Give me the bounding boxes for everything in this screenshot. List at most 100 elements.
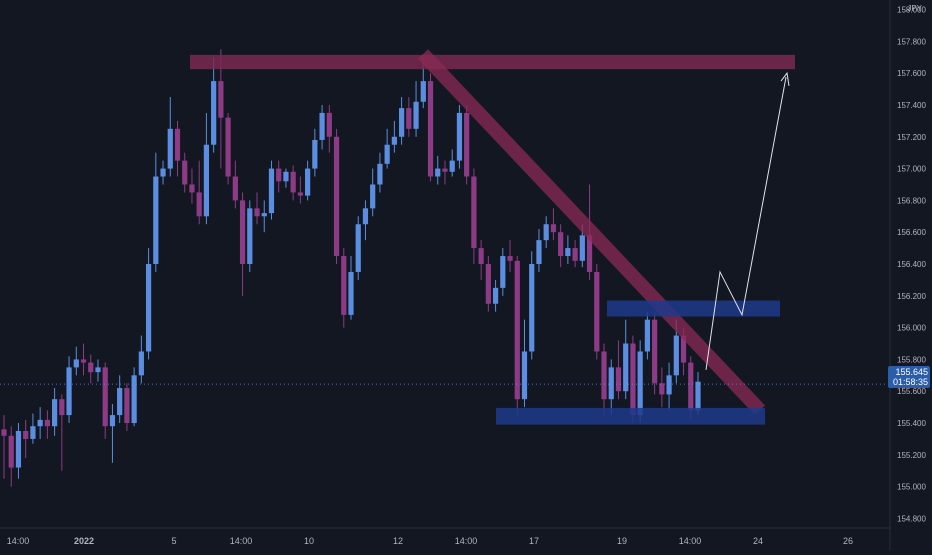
y-tick-label: 156.600 — [897, 228, 926, 237]
candle-body — [615, 367, 622, 392]
candle-body — [586, 235, 593, 272]
candle-body — [297, 192, 303, 196]
candle-body — [203, 144, 210, 217]
candle-body — [550, 224, 557, 233]
candle-body — [109, 415, 116, 427]
supply-zone — [607, 300, 780, 317]
y-tick-label: 156.800 — [897, 196, 926, 205]
candle-body — [652, 319, 658, 384]
x-tick-label: 10 — [304, 536, 314, 546]
candle-body — [391, 136, 397, 145]
candle-body — [341, 256, 347, 315]
candle-body — [514, 260, 520, 400]
resistance-zone — [190, 54, 795, 70]
candle-body — [594, 271, 600, 352]
candle-body — [384, 144, 390, 164]
y-tick-label: 158.000 — [897, 6, 926, 15]
candle-body — [442, 168, 448, 172]
candle-body — [623, 343, 629, 392]
candle-body — [30, 426, 36, 439]
candle-body — [276, 168, 282, 182]
demand-zone — [496, 407, 765, 425]
candle-body — [153, 176, 159, 264]
candle-body — [333, 136, 340, 257]
candle-body — [182, 160, 188, 185]
candle-body — [673, 335, 679, 376]
candle-body — [44, 419, 50, 427]
candle-body — [377, 163, 383, 185]
candle-body — [124, 388, 130, 424]
candle-body — [637, 351, 643, 416]
candle-body — [399, 108, 405, 137]
projection-arrowhead — [780, 71, 790, 86]
candle-body — [485, 264, 491, 304]
candle-body — [579, 235, 585, 261]
candle-body — [680, 335, 687, 363]
candle-body — [558, 232, 564, 257]
last-price-badge: 155.645 01:58:35 — [888, 366, 930, 388]
candle-body — [23, 430, 29, 439]
candle-body — [160, 168, 166, 177]
projection-path — [705, 77, 787, 370]
candle-body — [1, 429, 7, 436]
candle-body — [492, 287, 499, 304]
x-tick-label: 26 — [843, 536, 853, 546]
x-tick-label: 5 — [171, 536, 176, 546]
candle-body — [88, 362, 94, 373]
y-tick-label: 156.000 — [897, 324, 926, 333]
y-tick-label: 157.000 — [897, 165, 926, 174]
y-tick-label: 156.400 — [897, 260, 926, 269]
candle-body — [312, 139, 318, 169]
y-tick-label: 154.800 — [897, 514, 926, 523]
candle-body — [688, 362, 694, 411]
candle-body — [66, 367, 72, 416]
candle-body — [73, 359, 79, 368]
y-tick-label: 157.600 — [897, 69, 926, 78]
candle-body — [666, 375, 672, 395]
candle-body — [268, 168, 275, 214]
candle-body — [167, 128, 173, 169]
candle-body — [572, 248, 578, 261]
candle-body — [117, 388, 123, 416]
x-tick-label: 12 — [393, 536, 403, 546]
candle-body — [406, 108, 412, 129]
bar-countdown: 01:58:35 — [892, 377, 928, 387]
candle-body — [521, 351, 528, 400]
candle-body — [59, 399, 65, 416]
candle-body — [8, 435, 14, 468]
candle-body — [225, 117, 231, 177]
currency-label: JPY — [907, 4, 922, 13]
y-tick-label: 155.400 — [897, 419, 926, 428]
x-tick-label: 14:00 — [455, 536, 478, 546]
candle-body — [456, 112, 463, 161]
y-tick-label: 157.200 — [897, 133, 926, 142]
candle-body — [211, 81, 217, 145]
y-tick-label: 155.600 — [897, 387, 926, 396]
last-price-value: 155.645 — [895, 367, 928, 377]
candle-body — [189, 184, 195, 193]
candle-body — [435, 168, 441, 177]
x-tick-label: 19 — [617, 536, 627, 546]
candle-body — [500, 256, 506, 288]
candle-body — [464, 112, 470, 177]
candle-body — [283, 171, 289, 182]
x-tick-label: 14:00 — [230, 536, 253, 546]
candle-body — [218, 81, 224, 118]
candle-body — [145, 264, 152, 352]
candle-body — [247, 208, 253, 264]
candle-body — [15, 430, 22, 468]
candle-body — [52, 399, 58, 427]
candle-body — [305, 168, 311, 196]
candle-body — [507, 256, 513, 261]
candle-body — [131, 375, 137, 424]
candle-body — [543, 224, 549, 241]
candle-body — [659, 383, 665, 395]
candle-body — [478, 248, 484, 264]
y-tick-label: 155.200 — [897, 451, 926, 460]
descending-trendline — [417, 49, 766, 416]
x-tick-label: 14:00 — [679, 536, 702, 546]
candle-body — [348, 271, 354, 315]
